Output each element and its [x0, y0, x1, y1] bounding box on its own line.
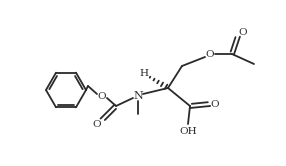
Text: OH: OH: [179, 126, 197, 135]
Text: H: H: [140, 69, 148, 78]
Text: O: O: [93, 120, 101, 128]
Text: O: O: [206, 49, 214, 58]
Text: O: O: [98, 91, 106, 100]
Text: N: N: [133, 91, 143, 101]
Text: O: O: [211, 99, 219, 109]
Text: O: O: [239, 28, 247, 37]
